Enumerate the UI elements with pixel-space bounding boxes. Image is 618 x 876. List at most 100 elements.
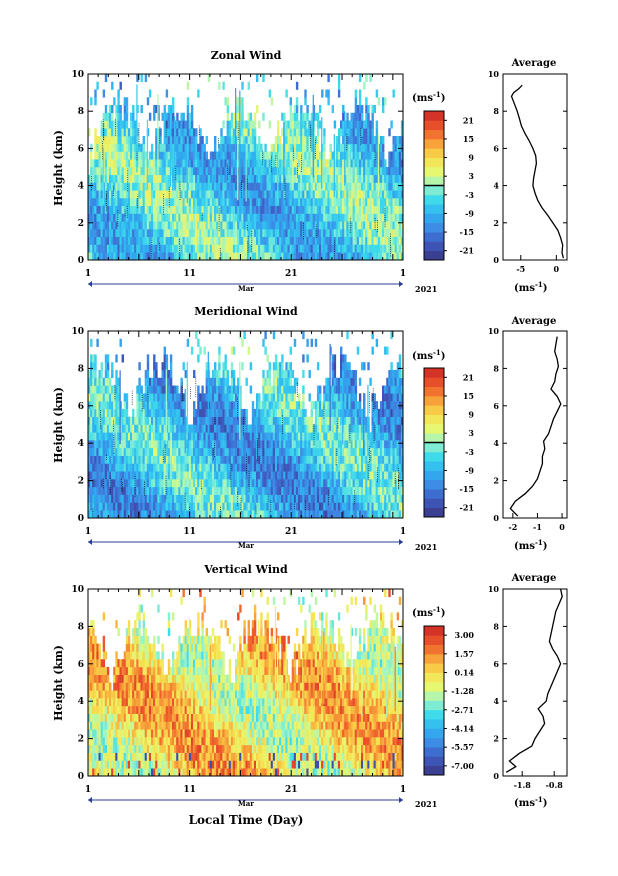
heatmap-cell	[211, 159, 215, 168]
heatmap-cell	[209, 455, 213, 464]
heatmap-cell	[379, 143, 383, 152]
heatmap-cell	[272, 213, 276, 222]
heatmap-cell	[342, 252, 345, 261]
heatmap-cell	[132, 510, 135, 519]
heatmap-cell	[295, 213, 299, 222]
heatmap-cell	[222, 471, 225, 480]
heatmap-cell	[363, 198, 366, 207]
heatmap-cell	[96, 198, 99, 207]
heatmap-cell	[396, 244, 400, 253]
heatmap-cell	[96, 440, 99, 449]
heatmap-cell	[209, 393, 213, 402]
heatmap-cell	[220, 463, 223, 472]
heatmap-cell	[115, 440, 118, 449]
heatmap-cell	[178, 416, 181, 425]
heatmap-streak	[237, 140, 239, 201]
heatmap-cell	[211, 408, 215, 418]
heatmap-cell	[287, 447, 290, 456]
heatmap-cell	[205, 221, 208, 230]
heatmap-cell	[285, 393, 288, 402]
heatmap-cell	[274, 416, 278, 425]
heatmap-cell	[163, 432, 166, 441]
heatmap-cell	[109, 393, 112, 402]
heatmap-cell	[155, 182, 158, 191]
heatmap-cell	[373, 167, 376, 176]
heatmap-cell	[358, 120, 362, 129]
heatmap-cell	[310, 236, 313, 245]
heatmap-cell	[165, 136, 169, 145]
heatmap-streak	[207, 351, 209, 435]
heatmap-cell	[165, 198, 169, 207]
heatmap-cell	[228, 159, 232, 168]
heatmap-cell	[277, 486, 280, 495]
heatmap-cell	[251, 221, 255, 230]
heatmap-cell	[270, 510, 274, 519]
heatmap-cell	[369, 167, 372, 176]
heatmap-cell	[283, 236, 286, 245]
heatmap-cell	[312, 510, 316, 519]
heatmap-cell	[251, 236, 255, 245]
heatmap-cell	[226, 369, 229, 379]
heatmap-cell	[262, 112, 265, 121]
heatmap-cell	[153, 112, 156, 121]
heatmap-cell	[180, 182, 183, 191]
heatmap-cell	[306, 229, 309, 238]
heatmap-cell	[390, 213, 393, 222]
heatmap-cell	[161, 205, 164, 214]
heatmap-cell	[115, 182, 118, 191]
heatmap-cell	[146, 510, 150, 519]
heatmap-cell	[203, 408, 206, 418]
heatmap-cell	[342, 174, 345, 183]
heatmap-cell	[327, 244, 330, 253]
heatmap-cell	[390, 120, 393, 129]
heatmap-cell	[138, 159, 141, 168]
heatmap-cell	[321, 252, 324, 261]
heatmap-cell	[104, 174, 108, 183]
heatmap-cell	[109, 408, 112, 418]
heatmap-cell	[94, 143, 97, 152]
heatmap-cell	[151, 205, 154, 214]
heatmap-cell	[220, 494, 223, 503]
heatmap-cell	[266, 244, 269, 253]
heatmap-cell	[400, 174, 404, 183]
heatmap-cell	[295, 105, 299, 114]
colorbar-segment	[424, 232, 444, 242]
heatmap-cell	[193, 252, 196, 261]
heatmap-cell	[396, 182, 400, 191]
heatmap-cell	[111, 510, 114, 519]
heatmap-cell	[167, 167, 171, 176]
heatmap-cell	[340, 198, 343, 207]
heatmap-cell	[346, 174, 349, 183]
heatmap-cell	[314, 167, 318, 176]
heatmap-cell	[230, 167, 234, 176]
heatmap-cell	[392, 221, 395, 230]
heatmap-cell	[230, 120, 234, 129]
heatmap-cell	[193, 213, 196, 222]
heatmap-cell	[327, 385, 330, 394]
heatmap-cell	[348, 221, 351, 230]
heatmap-cell	[235, 205, 238, 214]
heatmap-cell	[125, 221, 129, 230]
heatmap-cell	[323, 510, 326, 519]
heatmap-cell	[186, 244, 190, 253]
heatmap-cell	[165, 236, 169, 245]
heatmap-cell	[258, 236, 261, 245]
heatmap-cell	[205, 136, 208, 145]
heatmap-cell	[207, 252, 211, 261]
heatmap-cell	[298, 393, 301, 402]
heatmap-cell	[253, 136, 257, 145]
heatmap-cell	[293, 440, 297, 449]
heatmap-cell	[319, 416, 322, 425]
heatmap-cell	[361, 143, 364, 152]
heatmap-cell	[256, 252, 259, 261]
heatmap-cell	[308, 463, 311, 472]
heatmap-cell	[283, 510, 286, 519]
panel-zonal-wind: Zonal Wind Average (ms-1) Mar 2021 Heigh…	[52, 49, 556, 294]
heatmap-cell	[249, 112, 253, 121]
heatmap-cell	[230, 182, 234, 191]
heatmap-cell	[363, 205, 366, 214]
heatmap-cell	[306, 120, 309, 129]
heatmap-cell	[287, 120, 290, 129]
heatmap-cell	[88, 190, 91, 199]
heatmap-cell	[243, 502, 246, 511]
